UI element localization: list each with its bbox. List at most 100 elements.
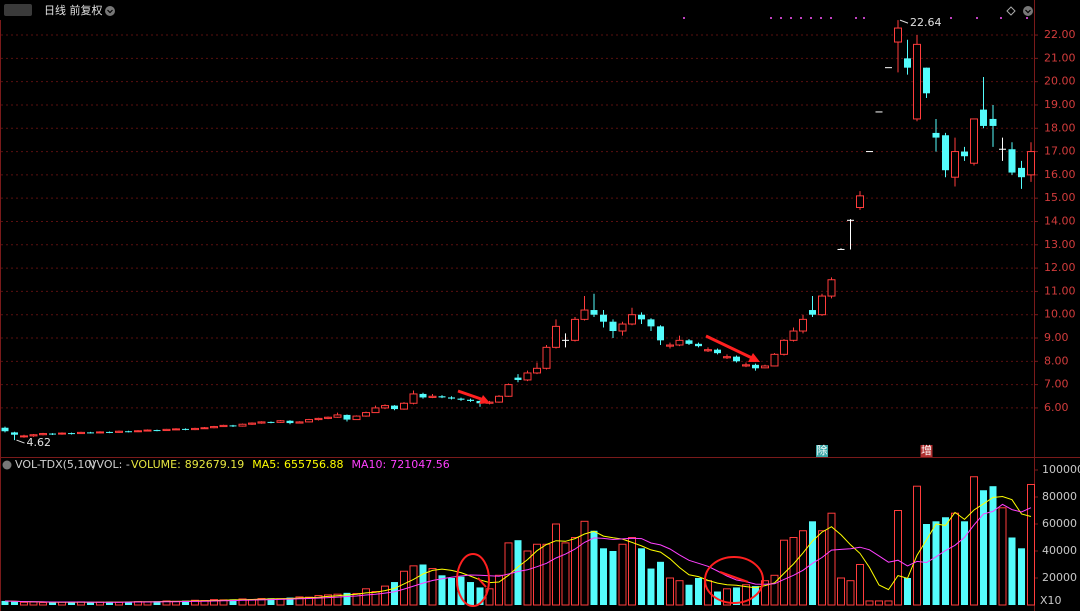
candle-body [182, 428, 189, 430]
blurred-icon [4, 4, 32, 16]
y-tick-label: 20000 [1042, 571, 1077, 584]
volume-bar [980, 490, 987, 605]
candle-body [989, 118, 997, 126]
candle-body [400, 402, 408, 410]
menu-icon[interactable] [1023, 6, 1033, 16]
candle-body [58, 432, 66, 435]
volume-bar [733, 587, 740, 605]
volume-bar [818, 530, 826, 606]
y-tick-label: 100000 [1042, 463, 1080, 476]
volume-bar [685, 584, 693, 605]
y-tick-label: 80000 [1042, 490, 1077, 503]
legend-name: MA10: [352, 458, 387, 471]
candle-body [542, 346, 551, 369]
legend-name: MA5: [252, 458, 280, 471]
candle-body [733, 356, 740, 362]
candle-body [638, 314, 645, 320]
event-dot [863, 17, 865, 19]
candle-body [343, 414, 351, 420]
volume-bar [770, 574, 779, 606]
candle-body [685, 340, 693, 344]
y-tick-label: 7.00 [1044, 378, 1069, 391]
volume-bar [504, 542, 513, 606]
volume-bar [675, 580, 684, 606]
volume-bar [571, 537, 579, 606]
candle-body [809, 310, 816, 315]
settings-icon[interactable] [1006, 6, 1016, 16]
volume-bar [448, 578, 455, 605]
event-dot [976, 17, 978, 19]
volume-bar [846, 580, 855, 606]
volume-bar [561, 542, 570, 606]
candle-body [1008, 149, 1016, 173]
volume-bar [343, 592, 351, 605]
volume-bar [609, 551, 617, 605]
indicator-icon[interactable] [2, 460, 12, 470]
candle-body [381, 405, 389, 409]
candle-body [153, 430, 161, 432]
candle-body [467, 399, 474, 401]
candle-body [438, 396, 446, 398]
volume-bar [884, 600, 893, 606]
candle-body [87, 432, 94, 434]
candle-body [723, 356, 731, 359]
highlight-arrow [705, 334, 753, 360]
candle-body [951, 151, 959, 178]
volume-bar [695, 578, 702, 605]
y-tick-label: 13.00 [1044, 238, 1076, 251]
volume-bar [875, 600, 883, 606]
candle-body [600, 314, 607, 322]
volume-bar [229, 599, 237, 605]
candle-body [96, 431, 104, 434]
event-dot [683, 17, 685, 19]
y-tick-label: 17.00 [1044, 145, 1076, 158]
candle-body [419, 393, 427, 398]
candle-body [305, 419, 313, 423]
volume-bar [333, 593, 342, 606]
unit-label: X10 [1040, 594, 1062, 607]
candle-body [1018, 167, 1025, 178]
y-tick-label: 6.00 [1044, 401, 1069, 414]
volume-bar [970, 476, 978, 606]
candle-body [77, 431, 85, 435]
highlights [456, 334, 764, 607]
candle-body [533, 367, 541, 374]
candle-body [286, 420, 294, 424]
candle-body [1027, 151, 1035, 176]
candle-body [276, 420, 285, 423]
volume-bar [68, 602, 75, 605]
volume-bar [438, 575, 446, 605]
volume-bar [533, 543, 541, 606]
annotation-arrow [899, 19, 909, 24]
candle-body [238, 423, 247, 427]
volume-bar [961, 521, 968, 605]
volume-bar [495, 574, 503, 606]
volume-bar [827, 512, 836, 606]
y-tick-label: 19.00 [1044, 98, 1076, 111]
candle-body [49, 433, 56, 435]
volume-bar [932, 521, 940, 605]
candle-body [333, 414, 342, 418]
candle-body [580, 309, 589, 320]
candle-body [761, 365, 769, 369]
candle-body [714, 349, 721, 354]
highlight-arrow [477, 577, 487, 588]
legend-name: VOLUME: [131, 458, 181, 471]
volume-bar [106, 601, 113, 605]
volume-bar [789, 537, 798, 606]
candle-body [115, 430, 123, 433]
candle-body [162, 428, 171, 432]
candle-body [210, 426, 218, 429]
dropdown-icon[interactable] [105, 6, 115, 16]
arrow-head [748, 353, 760, 362]
candle-body [647, 319, 655, 327]
volume-bar [467, 582, 474, 605]
volume-bar [1018, 548, 1025, 605]
volume-bar [942, 517, 949, 605]
candle-body [125, 431, 132, 433]
annotation-label: 4.62 [27, 436, 52, 449]
candle-body [618, 323, 627, 332]
indicator-subtitle: VVOL: - [89, 458, 130, 471]
candle-body [362, 412, 370, 417]
